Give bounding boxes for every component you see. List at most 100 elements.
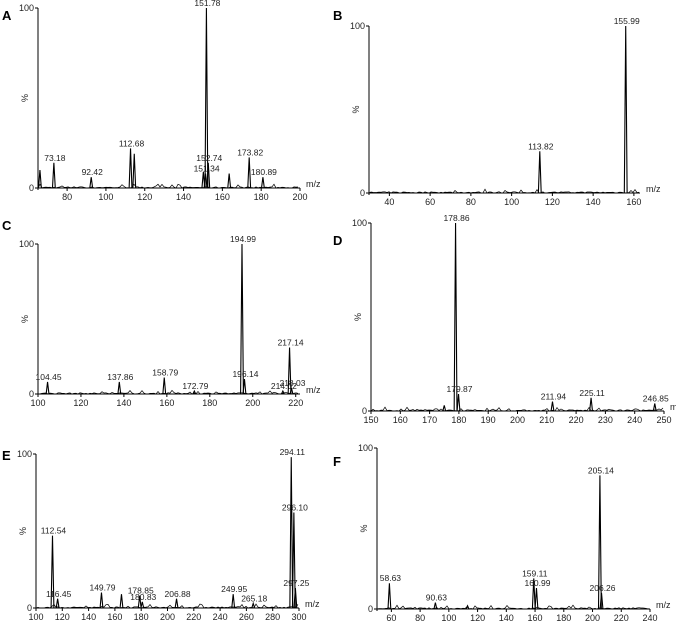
spectrum-peak — [117, 381, 122, 395]
spectrum-peak — [289, 387, 294, 395]
peak-label: 158.79 — [152, 368, 178, 378]
peak-label: 92.42 — [82, 167, 104, 177]
peak-label: 90.63 — [426, 593, 448, 603]
x-tick-label: 120 — [73, 398, 88, 408]
x-tick-label: 100 — [28, 612, 43, 622]
spectrum-peak — [652, 403, 657, 412]
peak-label: 178.85 — [128, 586, 154, 596]
x-tick-label: 180 — [202, 398, 217, 408]
x-tick-label: 120 — [137, 192, 152, 202]
spectrum-peak — [162, 377, 167, 395]
x-tick-label: 160 — [393, 415, 408, 425]
x-tick-label: 140 — [176, 192, 191, 202]
spectrum-peak — [227, 173, 232, 189]
spectrum-peak — [287, 347, 292, 395]
x-tick-label: 60 — [386, 613, 396, 622]
spectrum-panel-b: B 100 0% 40 60 80 100 120 140 160 m/z 113.82 155.99 — [333, 8, 661, 207]
x-tick-label: 220 — [288, 398, 303, 408]
x-tick-label: 100 — [98, 192, 113, 202]
panel-letter: C — [2, 218, 12, 233]
spectrum-panel-f: F 100 0% 60 80 100 120 140 160 180 200 220 240 m/z 58.… — [333, 443, 671, 622]
y-tick-label-100: 100 — [352, 218, 367, 228]
x-tick-label: 180 — [134, 612, 149, 622]
x-unit-label: m/z — [306, 385, 321, 395]
y-unit-label: % — [351, 105, 361, 113]
baseline-noise — [368, 188, 640, 194]
x-tick-label: 200 — [292, 192, 307, 202]
x-tick-label: 180 — [254, 192, 269, 202]
spectrum-peak — [442, 405, 447, 412]
peak-label: 113.82 — [528, 141, 554, 151]
x-unit-label: m/z — [670, 402, 676, 412]
x-tick-label: 200 — [160, 612, 175, 622]
spectrum-peak — [37, 169, 42, 189]
x-tick-label: 40 — [384, 197, 394, 207]
x-tick-label: 160 — [159, 398, 174, 408]
spectrum-peak — [293, 587, 298, 609]
peak-label: 180.83 — [130, 592, 156, 602]
y-unit-label: % — [20, 94, 30, 102]
spectrum-peak — [291, 512, 296, 609]
x-tick-label: 170 — [422, 415, 437, 425]
y-tick-label-0: 0 — [29, 389, 34, 399]
panel-letter: A — [2, 8, 12, 23]
y-tick-label-100: 100 — [350, 21, 365, 31]
x-tick-label: 180 — [451, 415, 466, 425]
panel-letter: D — [333, 233, 342, 248]
baseline-noise — [376, 604, 650, 610]
x-tick-label: 300 — [291, 612, 306, 622]
spectrum-peak — [247, 157, 252, 189]
spectrum-peak — [387, 583, 392, 610]
x-tick-label: 230 — [598, 415, 613, 425]
spectrum-peak — [192, 389, 197, 395]
x-tick-label: 260 — [239, 612, 254, 622]
peak-label: 214.02 — [271, 381, 297, 391]
x-tick-label: 220 — [614, 613, 629, 622]
spectrum-peak — [99, 592, 104, 609]
x-tick-label: 240 — [642, 613, 657, 622]
peak-label: 151.78 — [194, 0, 220, 8]
spectrum-peak — [119, 594, 124, 609]
peak-label: 206.26 — [590, 583, 616, 593]
peak-label: 246.85 — [643, 393, 669, 403]
spectrum-peak — [597, 475, 602, 610]
baseline-noise — [35, 603, 299, 609]
y-unit-label: % — [359, 524, 369, 532]
x-unit-label: m/z — [306, 179, 321, 189]
x-tick-label: 250 — [656, 415, 671, 425]
spectrum-peak — [231, 594, 236, 609]
spectrum-peak — [137, 595, 142, 609]
x-tick-label: 100 — [30, 398, 45, 408]
y-tick-label-0: 0 — [360, 188, 365, 198]
x-tick-label: 60 — [425, 197, 435, 207]
x-tick-label: 160 — [528, 613, 543, 622]
peak-label: 149.79 — [89, 583, 115, 593]
peak-label: 180.89 — [251, 167, 277, 177]
spectrum-peak — [280, 389, 285, 395]
x-tick-label: 200 — [245, 398, 260, 408]
peak-label: 58.63 — [380, 573, 402, 583]
peak-label: 104.45 — [36, 372, 62, 382]
peak-label: 179.87 — [447, 384, 473, 394]
peak-label: 194.99 — [230, 234, 256, 244]
peak-label: 206.88 — [165, 589, 191, 599]
y-tick-label-100: 100 — [19, 239, 34, 249]
peak-label: 155.99 — [614, 16, 640, 26]
spectrum-peak — [453, 222, 458, 412]
x-tick-label: 80 — [466, 197, 476, 207]
spectrum-peak — [531, 578, 536, 610]
y-tick-label-100: 100 — [358, 443, 373, 453]
x-tick-label: 100 — [441, 613, 456, 622]
baseline-noise — [37, 183, 299, 189]
spectrum-peak — [534, 588, 539, 610]
x-tick-label: 140 — [586, 197, 601, 207]
spectrum-peak — [204, 7, 209, 189]
spectrum-peak — [289, 457, 294, 609]
peak-label: 265.18 — [241, 593, 267, 603]
x-tick-label: 120 — [55, 612, 70, 622]
baseline-noise — [370, 406, 664, 412]
spectrum-peak — [537, 151, 542, 194]
y-tick-label-0: 0 — [29, 183, 34, 193]
peak-label: 196.14 — [232, 369, 258, 379]
panel-letter: F — [333, 454, 341, 469]
